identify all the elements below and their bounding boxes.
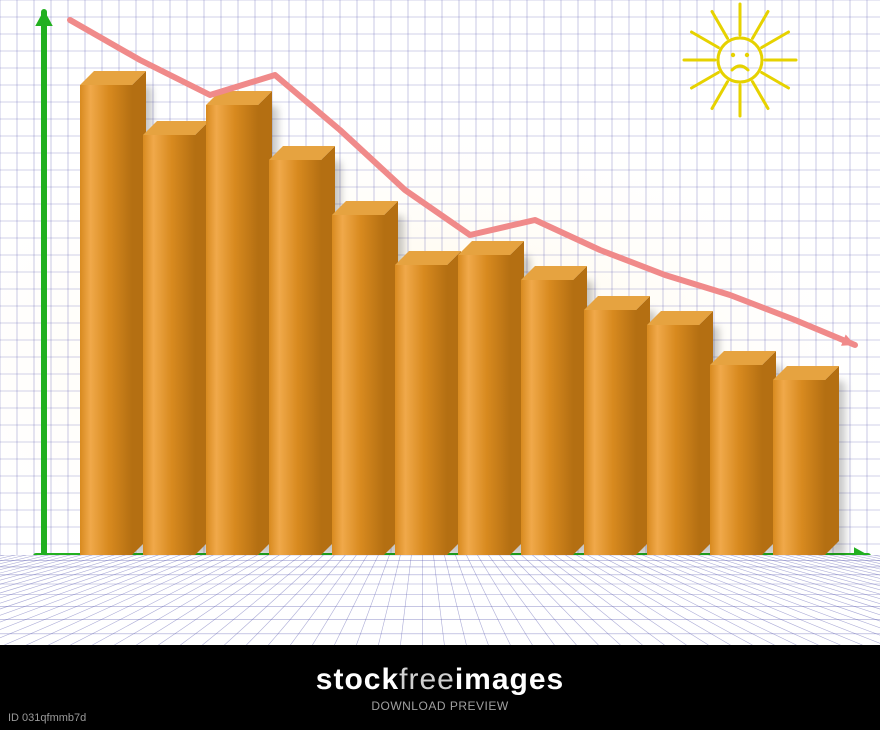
- watermark-strip: stockfreeimages DOWNLOAD PREVIEW: [0, 645, 880, 730]
- bar: [143, 135, 195, 555]
- bar: [710, 365, 762, 555]
- chart-stage: stockfreeimages DOWNLOAD PREVIEW ID 031q…: [0, 0, 880, 730]
- bar: [647, 325, 699, 555]
- brand-suffix: images: [455, 663, 564, 696]
- chart-area: [0, 0, 880, 606]
- brand-mid: free: [399, 663, 455, 696]
- watermark-brand: stockfreeimages: [316, 663, 564, 697]
- bar: [269, 160, 321, 555]
- bar: [521, 280, 573, 555]
- brand-prefix: stock: [316, 663, 399, 696]
- bar: [332, 215, 384, 555]
- bar: [584, 310, 636, 555]
- bar: [773, 380, 825, 555]
- bar: [80, 85, 132, 555]
- bar: [395, 265, 447, 555]
- grid-floor: [0, 555, 880, 645]
- watermark-id: ID 031qfmmb7d: [8, 712, 86, 724]
- bar: [206, 105, 258, 555]
- watermark-tagline: DOWNLOAD PREVIEW: [371, 699, 508, 713]
- sun-doodle: [680, 0, 800, 120]
- bar: [458, 255, 510, 555]
